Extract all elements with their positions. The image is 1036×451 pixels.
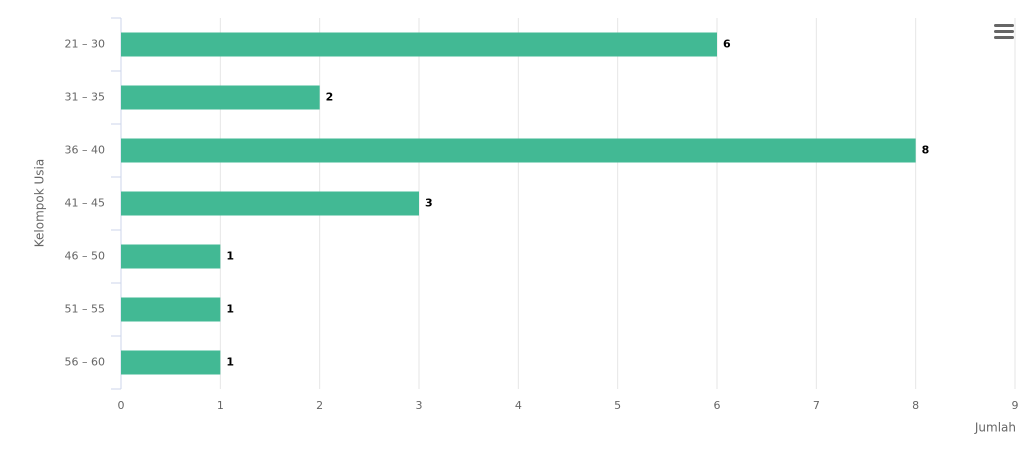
y-tick-label: 36 – 40: [65, 144, 106, 157]
y-tick-label: 41 – 45: [65, 197, 106, 210]
menu-bar: [994, 24, 1014, 27]
y-tick-label: 31 – 35: [65, 91, 106, 104]
y-tick-label: 51 – 55: [65, 303, 106, 316]
value-label: 2: [326, 91, 334, 104]
value-label: 1: [226, 303, 234, 316]
value-label: 1: [226, 250, 234, 263]
x-tick-label: 5: [614, 399, 621, 412]
bar: [121, 191, 419, 216]
bar: [121, 297, 221, 322]
bar: [121, 85, 320, 110]
x-tick-label: 7: [813, 399, 820, 412]
value-label: 6: [723, 38, 731, 51]
x-tick-label: 3: [416, 399, 423, 412]
menu-bar: [994, 30, 1014, 33]
value-label: 8: [922, 144, 930, 157]
x-tick-label: 2: [316, 399, 323, 412]
bar: [121, 244, 221, 269]
value-label: 1: [226, 356, 234, 369]
y-axis-title: Kelompok Usia: [33, 159, 47, 247]
menu-button[interactable]: [994, 24, 1014, 39]
y-tick-label: 46 – 50: [65, 250, 106, 263]
bar: [121, 32, 717, 57]
x-tick-label: 0: [118, 399, 125, 412]
x-tick-label: 8: [912, 399, 919, 412]
x-axis-title: Jumlah: [974, 421, 1016, 435]
value-label: 3: [425, 197, 433, 210]
x-tick-label: 1: [217, 399, 224, 412]
y-tick-label: 21 – 30: [65, 38, 106, 51]
menu-bar: [994, 36, 1014, 39]
x-tick-label: 6: [714, 399, 721, 412]
x-tick-label: 9: [1012, 399, 1019, 412]
bar: [121, 350, 221, 375]
y-tick-label: 56 – 60: [65, 356, 106, 369]
x-tick-label: 4: [515, 399, 522, 412]
bar: [121, 138, 916, 163]
